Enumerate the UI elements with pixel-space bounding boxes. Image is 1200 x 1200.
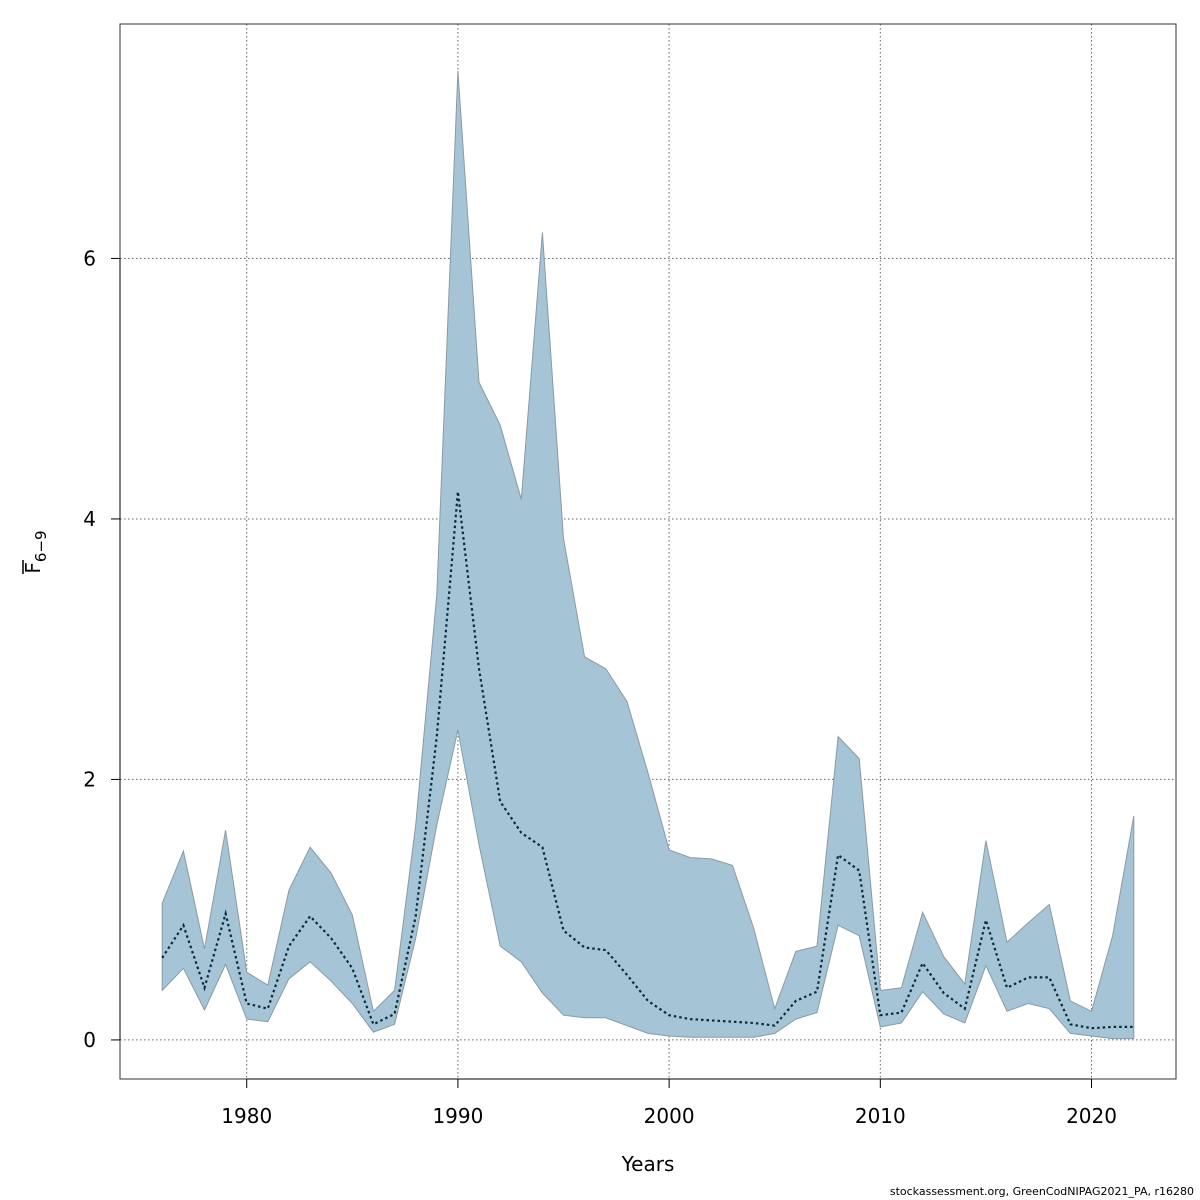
y-axis-title-main: F	[21, 562, 45, 574]
estimate-line-group	[161, 491, 1134, 1030]
confidence-band-area	[161, 70, 1135, 1040]
grid-lines	[120, 24, 1176, 1079]
y-tick-label: 6	[83, 246, 96, 270]
y-axis-title-sub: 6−9	[32, 530, 50, 562]
credit-text: stockassessment.org, GreenCodNIPAG2021_P…	[889, 1185, 1194, 1198]
x-tick-label: 2000	[644, 1104, 695, 1128]
x-tick-label: 2020	[1066, 1104, 1117, 1128]
x-tick-label: 1980	[221, 1104, 272, 1128]
y-axis-title: F6−9	[21, 530, 50, 574]
x-axis-title: Years	[621, 1152, 675, 1176]
y-tick-label: 2	[83, 767, 96, 791]
y-tick-label: 0	[83, 1028, 96, 1052]
y-tick-label: 4	[83, 507, 96, 531]
svg-text:F6−9: F6−9	[21, 530, 50, 573]
confidence-band	[161, 70, 1135, 1040]
estimate-line	[161, 491, 1134, 1030]
x-tick-label: 1990	[432, 1104, 483, 1128]
x-tick-label: 2010	[855, 1104, 906, 1128]
x-axis: 1980 1990 2000 2010 2020	[221, 1078, 1117, 1128]
y-axis: 0 2 4 6	[83, 246, 121, 1052]
